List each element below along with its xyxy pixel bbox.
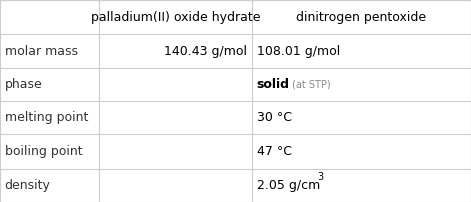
Text: 30 °C: 30 °C xyxy=(257,111,292,124)
Text: palladium(II) oxide hydrate: palladium(II) oxide hydrate xyxy=(91,11,260,24)
Text: 2.05 g/cm: 2.05 g/cm xyxy=(257,179,320,192)
Text: dinitrogen pentoxide: dinitrogen pentoxide xyxy=(296,11,427,24)
Text: solid: solid xyxy=(257,78,290,91)
Text: 3: 3 xyxy=(317,172,323,182)
Text: 140.43 g/mol: 140.43 g/mol xyxy=(164,44,247,58)
Text: density: density xyxy=(5,179,50,192)
Text: melting point: melting point xyxy=(5,111,88,124)
Text: molar mass: molar mass xyxy=(5,44,78,58)
Text: boiling point: boiling point xyxy=(5,145,82,158)
Text: 108.01 g/mol: 108.01 g/mol xyxy=(257,44,340,58)
Text: (at STP): (at STP) xyxy=(292,79,331,89)
Text: 47 °C: 47 °C xyxy=(257,145,292,158)
Text: phase: phase xyxy=(5,78,42,91)
